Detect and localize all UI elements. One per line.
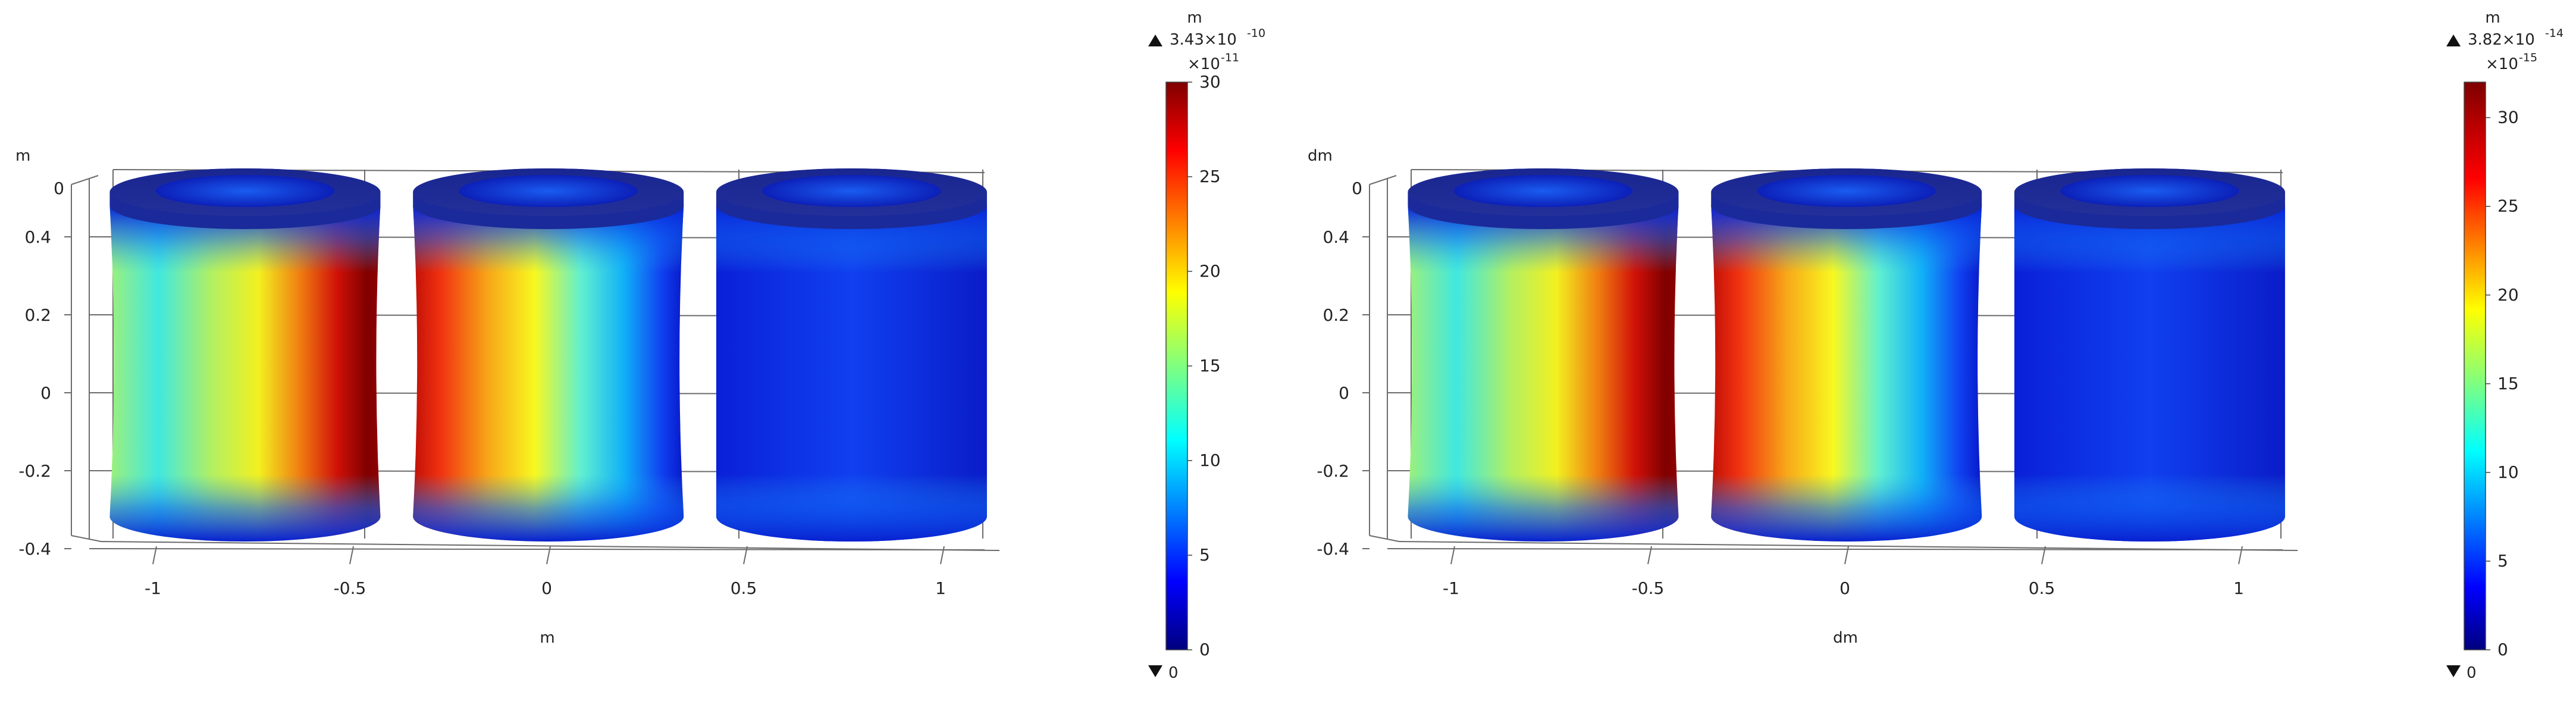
cylinder-1 (1408, 168, 1679, 542)
grid-h-0 (1387, 548, 2283, 550)
colorbar (1165, 82, 1188, 650)
z-tick-label-3: 0.2 (1323, 305, 1349, 325)
z-top-tick-label: 0 (1352, 179, 1362, 198)
colorbar-multiplier: ×10 (1187, 55, 1220, 73)
cylinder-hole (762, 175, 941, 207)
colorbar-tick-label-0: 0 (2497, 640, 2508, 659)
colorbar-min-value: 0 (1168, 664, 1179, 682)
frame-left-top (71, 175, 99, 185)
colorbar-tick-label-6: 30 (2497, 108, 2519, 127)
colorbar-min-value: 0 (2467, 664, 2477, 682)
cylinder-1 (109, 168, 381, 542)
min-marker-icon (1148, 665, 1162, 677)
colorbar-tick-label-2: 10 (1199, 450, 1221, 470)
z-axis-unit: m (15, 147, 30, 165)
cylinder-shade (1408, 205, 1679, 542)
cylinder-hole (1453, 175, 1633, 207)
x-tick-label-3: 0.5 (731, 578, 757, 598)
colorbar-max-value: 3.82×10 (2468, 31, 2535, 49)
colorbar-tick-label-4: 20 (1199, 261, 1221, 281)
x-tick-mark-1 (349, 546, 354, 565)
colorbar-max-value: 3.43×10 (1170, 31, 1237, 49)
x-tick-label-0: -1 (1443, 578, 1459, 598)
panel-2: -0.4 -0.2 0 0.2 0.4 0 dm -1 -0.5 0 0.5 1 dm 0 5 10 15 20 2… (1308, 9, 2564, 682)
frame-bottom-front (101, 541, 1000, 551)
cylinder-hole (1757, 175, 1936, 207)
x-tick-mark-4 (940, 546, 945, 565)
colorbar-tick-label-5: 25 (1199, 167, 1221, 186)
x-tick-mark-2 (546, 546, 551, 565)
panel-1: -0.4 -0.2 0 0.2 0.4 0 m -1 -0.5 0 0.5 1 m 0 5 10 15 20 25 3… (15, 9, 1265, 682)
colorbar-multiplier: ×10 (2486, 55, 2518, 73)
x-tick-mark-3 (2041, 546, 2046, 565)
colorbar-max-exponent: -10 (1247, 27, 1265, 40)
colorbar-tick-label-4: 20 (2497, 285, 2519, 305)
x-tick-label-2: 0 (1839, 578, 1850, 598)
z-axis-unit: dm (1308, 147, 1333, 165)
min-marker-icon (2446, 665, 2461, 677)
z-tick-label-4: 0.4 (24, 227, 51, 247)
colorbar-multiplier-exponent: -15 (2519, 51, 2537, 64)
colorbar-multiplier-exponent: -11 (1221, 51, 1239, 64)
x-tick-label-4: 1 (2233, 578, 2244, 598)
z-tick-label-1: -0.2 (1317, 461, 1349, 481)
colorbar-unit: m (2485, 9, 2500, 27)
x-axis-unit: dm (1833, 629, 1858, 647)
x-tick-mark-3 (743, 546, 748, 565)
x-tick-label-4: 1 (935, 578, 946, 598)
cylinder-hole (2060, 175, 2239, 207)
cylinder-3 (2014, 168, 2285, 542)
cylinder-2 (413, 168, 684, 542)
cylinder-shade (2014, 205, 2285, 542)
max-marker-icon (2446, 35, 2461, 46)
grid-h-0 (89, 548, 985, 550)
x-tick-label-2: 0 (541, 578, 552, 598)
x-tick-label-0: -1 (145, 578, 161, 598)
frame-left-bottom (71, 535, 102, 542)
x-tick-mark-0 (1450, 546, 1455, 565)
colorbar-tick-label-3: 15 (2497, 374, 2519, 393)
z-tick-label-3: 0.2 (24, 305, 51, 325)
cylinder-shade (1711, 205, 1982, 542)
colorbar (2464, 82, 2486, 650)
z-tick-label-0: -0.4 (1317, 539, 1349, 559)
x-tick-label-1: -0.5 (334, 578, 366, 598)
x-tick-mark-2 (1844, 546, 1849, 565)
cylinder-shade (109, 205, 381, 542)
frame-left-bottom (1369, 535, 1400, 542)
colorbar-tick-label-0: 0 (1199, 640, 1210, 659)
x-axis-unit: m (540, 629, 554, 647)
colorbar-tick-label-2: 10 (2497, 462, 2519, 482)
colorbar-tick-label-3: 15 (1199, 356, 1221, 375)
cylinder-hole (155, 175, 335, 207)
x-tick-label-1: -0.5 (1632, 578, 1665, 598)
x-tick-mark-4 (2238, 546, 2243, 565)
z-tick-label-2: 0 (40, 383, 51, 403)
cylinder-3 (716, 168, 987, 542)
cylinder-shade (716, 205, 987, 542)
z-tick-label-4: 0.4 (1323, 227, 1349, 247)
max-marker-icon (1148, 35, 1162, 46)
x-tick-mark-1 (1647, 546, 1652, 565)
colorbar-tick-label-1: 5 (2497, 551, 2508, 571)
colorbar-unit: m (1187, 9, 1202, 27)
z-tick-label-1: -0.2 (18, 461, 51, 481)
x-tick-label-3: 0.5 (2029, 578, 2055, 598)
frame-left-top (1369, 175, 1397, 185)
cylinder-shade (413, 205, 684, 542)
z-top-tick-label: 0 (54, 179, 64, 198)
frame-bottom-front (1399, 541, 2298, 551)
z-tick-label-2: 0 (1339, 383, 1349, 403)
cylinder-hole (459, 175, 638, 207)
colorbar-tick-label-6: 30 (1199, 72, 1221, 92)
cylinder-2 (1711, 168, 1982, 542)
x-tick-mark-0 (152, 546, 157, 565)
colorbar-tick-label-5: 25 (2497, 196, 2519, 216)
colorbar-max-exponent: -14 (2545, 27, 2564, 40)
z-tick-label-0: -0.4 (18, 539, 51, 559)
colorbar-tick-label-1: 5 (1199, 545, 1210, 565)
